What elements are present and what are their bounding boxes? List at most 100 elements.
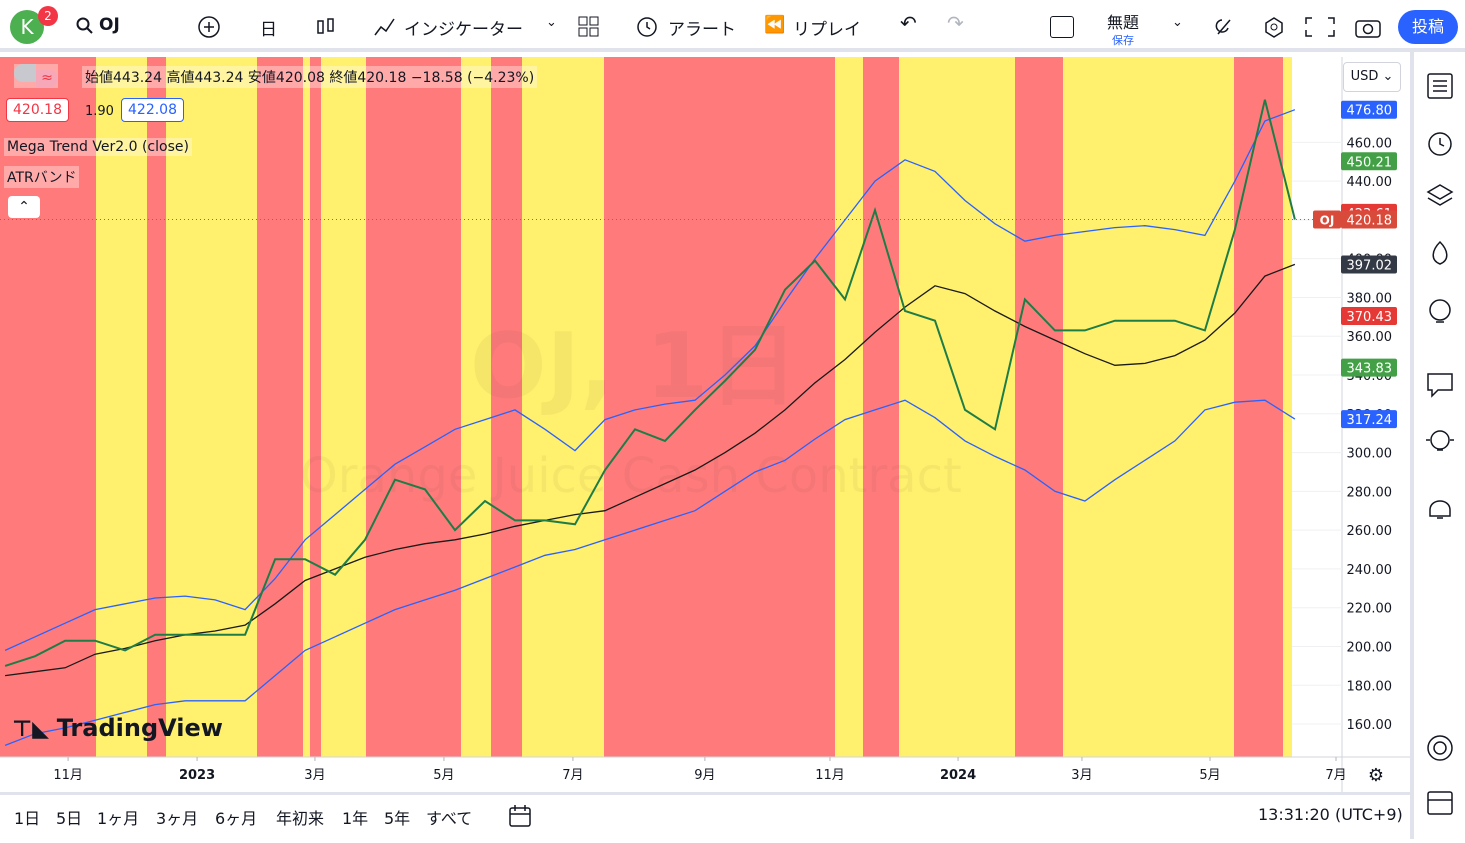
price-label-box — [1341, 410, 1397, 429]
trend-zone-bull — [303, 57, 310, 757]
price-label: 370.43 — [1347, 310, 1393, 325]
x-tick-label: 2024 — [940, 768, 976, 783]
price-label-box — [1341, 100, 1397, 119]
logo: ⊤◣ TradingView — [12, 714, 223, 742]
price-label: 343.83 — [1347, 362, 1393, 377]
indicator-legend[interactable]: Mega Trend Ver2.0 (close) — [4, 138, 192, 156]
symbol-tag — [1313, 210, 1341, 229]
indicators-button[interactable]: インジケーター — [404, 20, 523, 40]
publish-button[interactable]: 投稿 — [1398, 10, 1458, 44]
price-line — [4, 99, 1296, 667]
interval[interactable]: 日 — [260, 20, 277, 40]
sell-price[interactable]: 420.18 — [6, 98, 69, 122]
top-toolbar: K 2 OJ 日 インジケーター ⌄ アラート ⏪ リプレイ ↶ ↷ 無題 保存… — [0, 0, 1465, 52]
chevron: ⌄ — [546, 15, 557, 30]
trend-zone-bull — [899, 57, 1015, 757]
layout-name[interactable]: 無題 — [1107, 13, 1140, 32]
trend-zone-bull — [166, 57, 257, 757]
x-tick-label: 7月 — [562, 768, 583, 783]
x-tick-label: 3月 — [304, 768, 325, 783]
range-button[interactable]: 3ヶ月 — [156, 809, 199, 828]
indicator-line — [4, 399, 1296, 747]
right-sidebar — [1410, 52, 1465, 839]
price-label-box — [1341, 255, 1397, 274]
currency[interactable]: USD ⌄ — [1343, 62, 1401, 92]
range-button[interactable]: 1日 — [14, 809, 41, 828]
add-symbol[interactable] — [197, 15, 221, 39]
x-tick-label: 11月 — [53, 768, 83, 783]
y-tick-label: 460.00 — [1347, 136, 1393, 151]
y-tick-label: 380.00 — [1347, 291, 1393, 306]
trend-zone-bull — [1063, 57, 1234, 757]
legend-toggle[interactable]: ≈ — [14, 64, 58, 88]
date-range-icon[interactable] — [508, 803, 532, 829]
layouts[interactable] — [578, 16, 600, 38]
alert-button[interactable]: アラート — [668, 20, 736, 40]
y-tick-label: 280.00 — [1347, 485, 1393, 500]
symbol[interactable]: OJ — [99, 15, 120, 35]
watermark-symbol: OJ, 1日 — [470, 314, 798, 419]
layout-box — [1050, 16, 1074, 38]
divider — [0, 792, 1410, 795]
trend-zone-bull — [835, 57, 863, 757]
replay-button[interactable]: リプレイ — [793, 20, 861, 40]
price-label-box — [1341, 210, 1397, 229]
x-tick-label: 7月 — [1325, 768, 1346, 783]
range-button[interactable]: すべて — [426, 809, 473, 828]
chart: OJ, 1日 Orange Juice Cash Contract 160.00 18… — [0, 52, 1410, 792]
save[interactable]: 保存 — [1112, 34, 1134, 47]
y-tick-label: 160.00 — [1347, 718, 1393, 733]
indicator-line — [5, 263, 1296, 677]
close: 終値420.18 — [329, 70, 407, 86]
ohlc-legend: 始値443.24 高値443.24 安値420.08 終値420.18 −18.… — [82, 66, 538, 88]
collapse-legend[interactable]: ⌃ — [8, 196, 40, 218]
toolbar-icons[interactable] — [1214, 14, 1394, 40]
badge: 2 — [38, 6, 58, 26]
chart-type[interactable] — [315, 15, 337, 39]
indicator-legend[interactable]: ATRバンド — [4, 166, 80, 188]
redo[interactable]: ↷ — [947, 11, 964, 35]
x-tick-label: 5月 — [1199, 768, 1220, 783]
y-tick-label: 260.00 — [1347, 524, 1393, 539]
x-tick-label: 11月 — [815, 768, 845, 783]
price-label: 420.18 — [1347, 214, 1393, 229]
undo[interactable]: ↶ — [900, 11, 917, 35]
logo-text: TradingView — [56, 714, 223, 742]
range-button[interactable]: 1ヶ月 — [97, 809, 140, 828]
range-button[interactable]: 1年 — [342, 809, 369, 828]
price-label: 476.80 — [1347, 104, 1393, 119]
y-tick-label: 300.00 — [1347, 447, 1393, 462]
chevron: ⌄ — [1172, 15, 1183, 30]
low: 安値420.08 — [247, 70, 325, 86]
trend-zone-bull — [1283, 57, 1292, 757]
y-tick-label: 200.00 — [1347, 640, 1393, 655]
range-button[interactable]: 5年 — [384, 809, 411, 828]
price-label-box — [1341, 307, 1397, 325]
replay-icon: ⏪ — [764, 15, 786, 35]
trend-zone-bull — [96, 57, 147, 757]
clock: 13:31:20 (UTC+9) — [1258, 805, 1403, 824]
range-button[interactable]: 5日 — [56, 809, 83, 828]
trend-zone-bull — [461, 57, 491, 757]
currency-label: USD — [1350, 69, 1379, 84]
axis-settings: ⚙ — [1368, 765, 1384, 786]
x-tick-label: 2023 — [179, 768, 215, 783]
trend-zone-bull — [522, 57, 604, 757]
buy-price[interactable]: 422.08 — [121, 98, 184, 122]
x-tick-label: 5月 — [433, 768, 454, 783]
x-tick-label: 3月 — [1071, 768, 1092, 783]
y-tick-label: 180.00 — [1347, 679, 1393, 694]
range-button[interactable]: 6ヶ月 — [215, 809, 258, 828]
x-tick-label: 9月 — [694, 768, 715, 783]
symbol-tag-label: OJ — [1320, 214, 1335, 228]
indicator-icon — [374, 18, 395, 36]
range-button[interactable]: 年初来 — [276, 809, 325, 828]
high: 高値443.24 — [166, 70, 244, 86]
indicator-line — [4, 109, 1296, 651]
sidebar-icons[interactable] — [1414, 52, 1465, 839]
alert-icon — [637, 17, 657, 37]
y-tick-label: 240.00 — [1347, 563, 1393, 578]
price-label: 397.02 — [1347, 258, 1393, 273]
y-tick-label: 360.00 — [1347, 330, 1393, 345]
